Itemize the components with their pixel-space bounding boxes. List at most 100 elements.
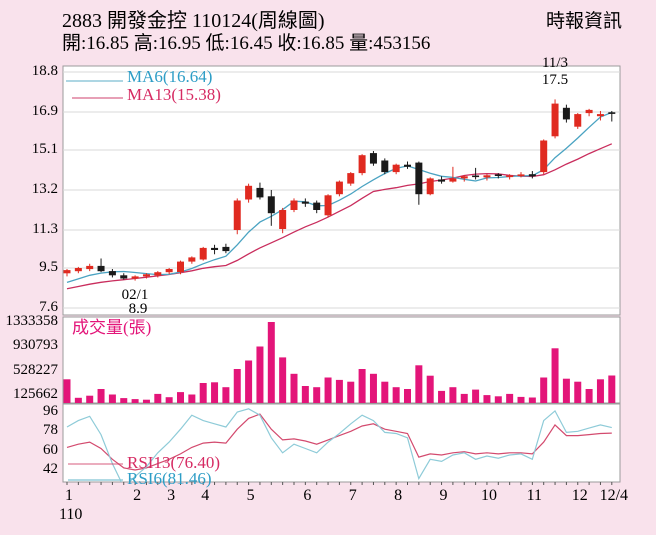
volume-bar [267,322,275,403]
volume-bar [562,378,570,403]
week-ticks [66,482,613,485]
month-label: 10 [480,487,497,504]
ma13-legend-swatch [72,97,123,99]
candle-down [267,196,275,214]
volume-bar [574,381,582,403]
rsi13-legend-label: RSI13(76.40) [127,453,221,472]
volume-bar [154,393,162,403]
month-label: 2 [133,487,142,504]
candle-down [381,160,389,173]
price-axis-label: 13.2 [31,181,58,197]
volume-bar [426,375,434,403]
month-label: 3 [167,487,176,504]
candle-up [574,114,582,127]
ma13-legend-label: MA13(15.38) [127,85,221,104]
rsi-axis-label: 42 [43,461,58,477]
month-label: 12 [571,487,588,504]
rsi6-legend-label: RSI6(81.46) [127,469,212,488]
candle-down [256,187,264,198]
candle-down [211,247,219,250]
candle-up [199,247,207,260]
volume-legend-label: 成交量(張) [72,318,152,337]
candle-up [335,181,343,195]
annotation-low-date: 02/1 [121,287,149,303]
volume-bar [528,397,536,403]
candle-up [540,140,548,173]
candle-up [165,269,173,273]
volume-bar [449,387,457,403]
candle-up [596,114,604,117]
candle-up [63,270,71,274]
candle-up [358,155,366,174]
volume-bar [585,389,593,403]
month-label: 12/4 [599,487,629,504]
volume-bar [596,379,604,403]
volume-bar [358,369,366,403]
volume-bar [483,395,491,403]
month-label: 1 [65,487,73,504]
price-axis-label: 18.8 [31,63,58,79]
rsi6-legend-swatch [68,479,123,481]
candle-up [551,103,559,137]
volume-bar [472,389,480,403]
volume-axis-label: 1333358 [5,313,59,329]
candle-up [347,173,355,184]
price-axis-label: 11.3 [32,221,58,238]
rsi6-line [66,408,612,482]
candles [63,99,616,281]
volume-bar [369,373,377,403]
candle-up [290,200,298,210]
volume-bar [438,390,446,403]
volume-bar [301,386,309,403]
volume-bar [347,381,355,403]
volume-bar [177,392,184,403]
volume-axis-label: 528227 [13,361,58,378]
rsi13-line [66,413,612,471]
candle-up [279,210,287,229]
volume-bar [540,377,548,403]
candle-up [245,185,253,200]
ma6-legend-label: MA6(16.64) [127,67,213,86]
annotation-low-price: 8.9 [128,301,148,317]
annotation-high-date: 11/3 [541,55,569,71]
month-label: 9 [439,487,448,504]
volume-bar [233,369,241,403]
rsi13-legend-swatch [68,463,123,465]
volume-bar [290,373,298,403]
year-label: 110 [59,506,83,523]
candle-down [313,202,321,210]
volume-bar [165,397,173,403]
volume-bar [494,396,502,403]
volume-bar [335,379,343,403]
quote-line: 開:16.85 高:16.95 低:16.45 收:16.85 量:453156 [62,33,431,54]
price-axis-label: 9.5 [39,258,58,275]
candle-down [562,107,570,120]
volume-bar [506,393,514,403]
volume-bar [517,396,525,403]
candle-up [506,175,514,178]
volume-bar [404,389,411,403]
price-axis-label: 15.1 [31,140,58,157]
volume-bar [63,379,71,403]
candle-down [472,175,480,178]
candle-up [426,178,434,195]
volume-bar [120,398,128,403]
volume-bar [97,389,105,403]
volume-bar [392,387,400,403]
volume-bar [381,381,389,403]
volume-bar [415,365,423,403]
candle-up [131,276,139,279]
candle-up [585,109,593,114]
candle-down [494,174,502,176]
volume-bar [608,375,616,403]
candle-down [120,275,128,279]
candle-up [177,261,184,273]
candle-up [142,274,150,277]
candle-up [392,164,400,173]
volume-bar [324,377,332,403]
volume-bar [313,387,321,403]
candle-down [301,201,309,204]
annotation-high-price: 17.5 [541,72,569,88]
volume-bar [188,394,196,403]
